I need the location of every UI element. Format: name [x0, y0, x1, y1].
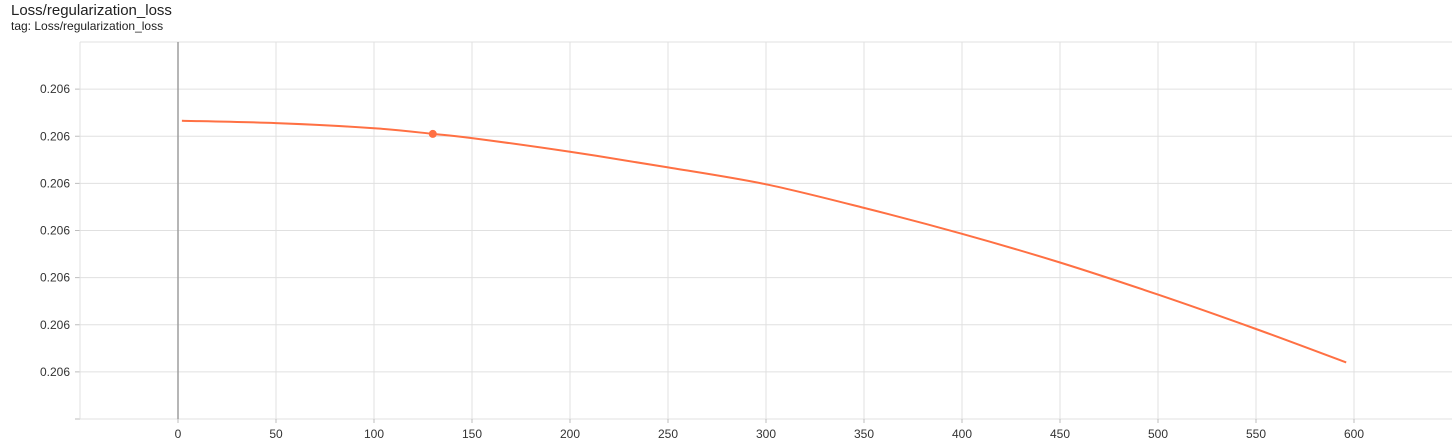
- y-tick-label: 0.206: [40, 82, 70, 96]
- y-tick-label: 0.206: [40, 224, 70, 238]
- y-tick-label: 0.206: [40, 129, 70, 143]
- y-tick-label: 0.206: [40, 318, 70, 332]
- x-tick-label: 500: [1148, 427, 1168, 441]
- x-tick-label: 100: [364, 427, 384, 441]
- x-tick-label: 50: [269, 427, 283, 441]
- x-tick-label: 600: [1344, 427, 1364, 441]
- x-tick-label: 550: [1246, 427, 1266, 441]
- x-tick-label: 200: [560, 427, 580, 441]
- x-tick-label: 250: [658, 427, 678, 441]
- x-tick-label: 0: [175, 427, 182, 441]
- x-tick-label: 150: [462, 427, 482, 441]
- chart-tag-label: tag: Loss/regularization_loss: [11, 19, 164, 33]
- x-tick-label: 350: [854, 427, 874, 441]
- y-tick-label: 0.206: [40, 271, 70, 285]
- x-tick-label: 450: [1050, 427, 1070, 441]
- chart-title: Loss/regularization_loss: [11, 2, 172, 19]
- series-line[interactable]: [181, 119, 1347, 364]
- chart-card-header: Loss/regularization_loss tag: Loss/regul…: [11, 2, 172, 33]
- data-point-marker[interactable]: [428, 129, 437, 138]
- x-tick-label: 400: [952, 427, 972, 441]
- x-tick-label: 300: [756, 427, 776, 441]
- y-tick-label: 0.206: [40, 365, 70, 379]
- y-tick-label: 0.206: [40, 176, 70, 190]
